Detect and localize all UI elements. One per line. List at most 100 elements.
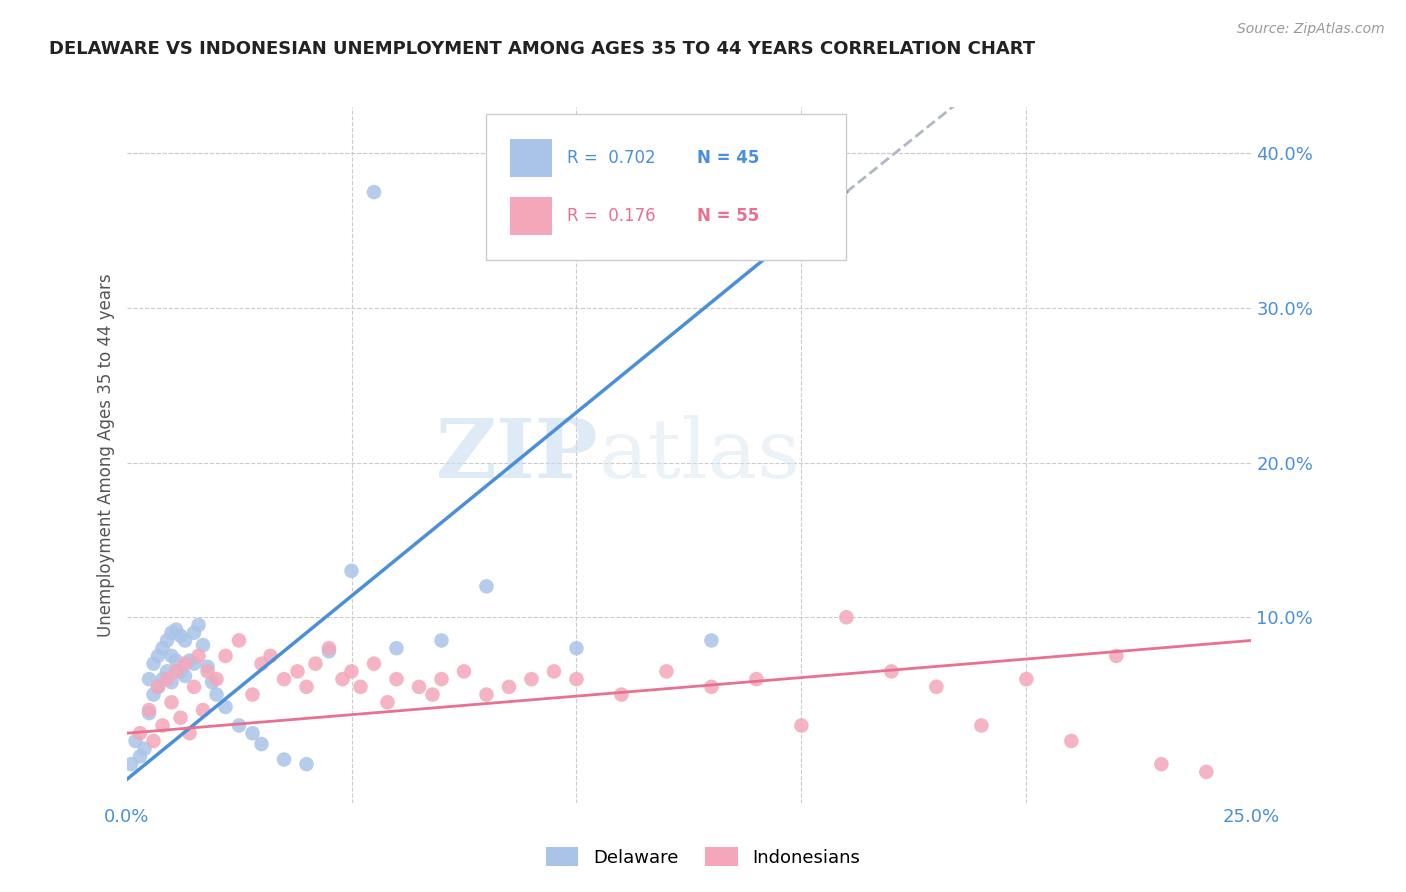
Point: [1105, 648, 1128, 663]
Point: [138, 706, 160, 720]
Point: [169, 629, 191, 643]
Point: [318, 644, 340, 658]
Text: DELAWARE VS INDONESIAN UNEMPLOYMENT AMONG AGES 35 TO 44 YEARS CORRELATION CHART: DELAWARE VS INDONESIAN UNEMPLOYMENT AMON…: [49, 40, 1035, 58]
Point: [790, 718, 813, 732]
Point: [160, 695, 183, 709]
Point: [1195, 764, 1218, 779]
Text: N = 45: N = 45: [697, 149, 759, 167]
Point: [160, 625, 183, 640]
Point: [129, 749, 152, 764]
Point: [138, 703, 160, 717]
Point: [197, 659, 219, 673]
Point: [156, 665, 179, 679]
Point: [610, 688, 633, 702]
Point: [201, 675, 224, 690]
Point: [925, 680, 948, 694]
Point: [205, 672, 228, 686]
Point: [498, 680, 520, 694]
Text: atlas: atlas: [599, 415, 801, 495]
Point: [165, 623, 187, 637]
Point: [700, 633, 723, 648]
Point: [332, 672, 354, 686]
Text: Source: ZipAtlas.com: Source: ZipAtlas.com: [1237, 22, 1385, 37]
Point: [183, 680, 205, 694]
Point: [340, 564, 363, 578]
Point: [179, 726, 201, 740]
Point: [142, 734, 165, 748]
Point: [228, 718, 250, 732]
Point: [134, 741, 156, 756]
Point: [214, 648, 236, 663]
Text: R =  0.176: R = 0.176: [568, 207, 657, 225]
Point: [160, 675, 183, 690]
Point: [197, 665, 219, 679]
Point: [120, 757, 142, 772]
Point: [565, 641, 588, 656]
Point: [349, 680, 371, 694]
Point: [475, 579, 498, 593]
Point: [745, 672, 768, 686]
Point: [160, 648, 183, 663]
Point: [565, 672, 588, 686]
Point: [259, 648, 281, 663]
Legend: Delaware, Indonesians: Delaware, Indonesians: [538, 840, 868, 874]
Point: [543, 665, 565, 679]
Point: [520, 672, 543, 686]
Point: [363, 185, 385, 199]
Point: [1060, 734, 1083, 748]
Point: [295, 680, 318, 694]
Point: [385, 641, 408, 656]
Y-axis label: Unemployment Among Ages 35 to 44 years: Unemployment Among Ages 35 to 44 years: [97, 273, 115, 637]
Point: [408, 680, 430, 694]
Point: [295, 757, 318, 772]
Point: [318, 641, 340, 656]
Point: [124, 734, 146, 748]
Point: [273, 672, 295, 686]
Point: [191, 638, 214, 652]
Point: [205, 688, 228, 702]
Point: [377, 695, 399, 709]
Point: [156, 672, 179, 686]
Text: R =  0.702: R = 0.702: [568, 149, 657, 167]
Point: [385, 672, 408, 686]
Point: [304, 657, 326, 671]
Point: [174, 657, 197, 671]
Point: [174, 669, 197, 683]
Point: [835, 610, 858, 624]
Point: [183, 657, 205, 671]
Point: [156, 633, 179, 648]
Text: ZIP: ZIP: [436, 415, 599, 495]
Point: [273, 752, 295, 766]
Point: [1015, 672, 1038, 686]
Point: [146, 680, 169, 694]
Point: [228, 633, 250, 648]
Point: [655, 665, 678, 679]
Point: [880, 665, 903, 679]
Point: [187, 648, 209, 663]
Point: [129, 726, 152, 740]
Point: [146, 680, 169, 694]
Point: [165, 654, 187, 668]
Point: [174, 633, 197, 648]
Point: [142, 688, 165, 702]
FancyBboxPatch shape: [510, 139, 551, 178]
FancyBboxPatch shape: [486, 114, 846, 260]
Point: [970, 718, 993, 732]
Point: [242, 688, 264, 702]
Point: [700, 680, 723, 694]
Point: [165, 665, 187, 679]
Point: [152, 641, 174, 656]
Point: [187, 618, 209, 632]
Point: [430, 672, 453, 686]
Text: N = 55: N = 55: [697, 207, 759, 225]
Point: [475, 688, 498, 702]
Point: [287, 665, 309, 679]
Point: [422, 688, 444, 702]
Point: [1150, 757, 1173, 772]
Point: [340, 665, 363, 679]
Point: [430, 633, 453, 648]
Point: [363, 657, 385, 671]
Point: [169, 665, 191, 679]
Point: [250, 737, 273, 751]
FancyBboxPatch shape: [510, 197, 551, 235]
